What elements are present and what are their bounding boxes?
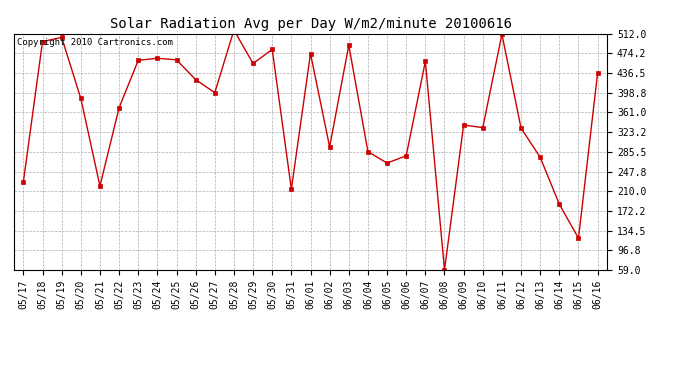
Text: Copyright 2010 Cartronics.com: Copyright 2010 Cartronics.com [17,39,172,48]
Title: Solar Radiation Avg per Day W/m2/minute 20100616: Solar Radiation Avg per Day W/m2/minute … [110,17,511,31]
